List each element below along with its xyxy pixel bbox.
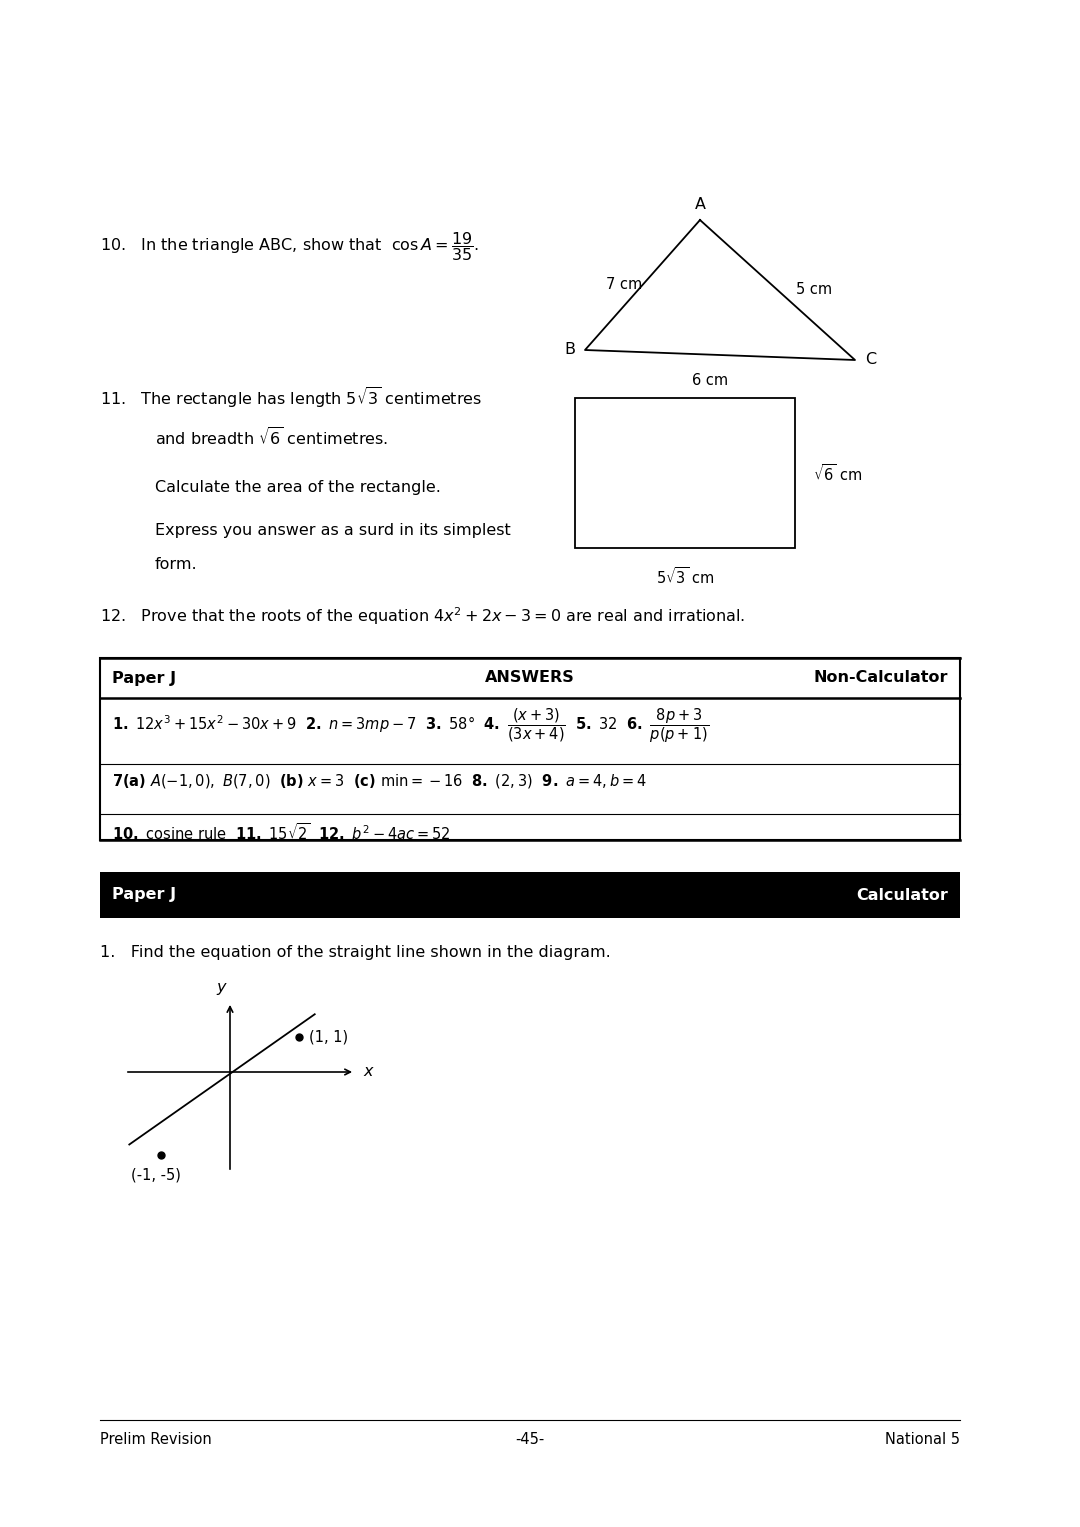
Text: $\mathbf{1.}\ 12x^3+15x^2-30x+9\ \ \mathbf{2.}\ n=3mp-7\ \ \mathbf{3.}\ 58°\ \ \: $\mathbf{1.}\ 12x^3+15x^2-30x+9\ \ \math…	[112, 705, 710, 745]
Text: 6 cm: 6 cm	[692, 373, 728, 388]
Text: 10.   In the triangle ABC, show that  $\cos A = \dfrac{19}{35}.$: 10. In the triangle ABC, show that $\cos…	[100, 231, 478, 263]
Text: 11.   The rectangle has length $5\sqrt{3}$ centimetres: 11. The rectangle has length $5\sqrt{3}$…	[100, 385, 482, 409]
Text: (1, 1): (1, 1)	[310, 1029, 349, 1044]
Text: form.: form.	[156, 557, 198, 573]
Text: National 5: National 5	[885, 1432, 960, 1448]
Bar	[100, 658, 960, 840]
Text: 1.   Find the equation of the straight line shown in the diagram.: 1. Find the equation of the straight lin…	[100, 945, 611, 960]
Text: (-1, -5): (-1, -5)	[131, 1167, 180, 1182]
Text: Calculate the area of the rectangle.: Calculate the area of the rectangle.	[156, 479, 441, 495]
Text: $\mathbf{10.}\ \mathrm{cosine\ rule}\ \ \mathbf{11.}\ 15\sqrt{2}\ \ \mathbf{12.}: $\mathbf{10.}\ \mathrm{cosine\ rule}\ \ …	[112, 822, 450, 843]
Text: ANSWERS: ANSWERS	[485, 670, 575, 686]
Text: 12.   Prove that the roots of the equation $4x^2 + 2x - 3 = 0$ are real and irra: 12. Prove that the roots of the equation…	[100, 605, 745, 626]
Text: and breadth $\sqrt{6}$ centimetres.: and breadth $\sqrt{6}$ centimetres.	[156, 428, 389, 449]
Text: $\mathbf{7(a)}\ A(-1,0),\ B(7,0)\ \ \mathbf{(b)}\ x=3\ \ \mathbf{(c)}\ \mathrm{m: $\mathbf{7(a)}\ A(-1,0),\ B(7,0)\ \ \mat…	[112, 773, 647, 789]
Text: Paper J: Paper J	[112, 887, 176, 902]
Text: Express you answer as a surd in its simplest: Express you answer as a surd in its simp…	[156, 524, 511, 538]
Text: -45-: -45-	[515, 1432, 544, 1448]
Text: Non-Calculator: Non-Calculator	[813, 670, 948, 686]
Text: Paper J: Paper J	[112, 670, 176, 686]
Bar	[100, 872, 960, 918]
Text: $5\sqrt{3}$ cm: $5\sqrt{3}$ cm	[656, 567, 714, 586]
Text: 5 cm: 5 cm	[796, 282, 832, 298]
Text: Calculator: Calculator	[856, 887, 948, 902]
Text: 7 cm: 7 cm	[606, 278, 643, 293]
Bar	[575, 399, 795, 548]
Text: $x$: $x$	[363, 1064, 375, 1080]
Text: B: B	[564, 342, 575, 357]
Text: $y$: $y$	[216, 980, 228, 997]
Text: Prelim Revision: Prelim Revision	[100, 1432, 212, 1448]
Text: A: A	[694, 197, 705, 212]
Text: C: C	[865, 353, 876, 368]
Text: $\sqrt{6}$ cm: $\sqrt{6}$ cm	[813, 463, 863, 484]
